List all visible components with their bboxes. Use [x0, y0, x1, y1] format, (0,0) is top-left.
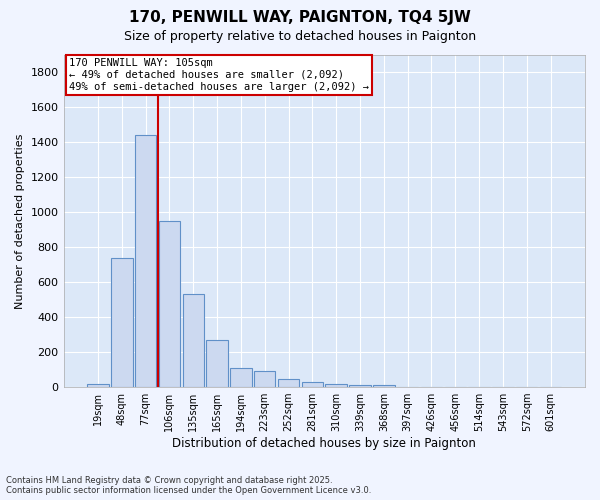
Bar — [373, 386, 395, 387]
Bar — [230, 368, 251, 387]
Bar — [278, 379, 299, 387]
Bar — [159, 221, 180, 387]
Text: Size of property relative to detached houses in Paignton: Size of property relative to detached ho… — [124, 30, 476, 43]
Text: 170 PENWILL WAY: 105sqm
← 49% of detached houses are smaller (2,092)
49% of semi: 170 PENWILL WAY: 105sqm ← 49% of detache… — [69, 58, 369, 92]
Bar — [302, 382, 323, 387]
Bar — [135, 136, 157, 387]
Text: Contains HM Land Registry data © Crown copyright and database right 2025.
Contai: Contains HM Land Registry data © Crown c… — [6, 476, 371, 495]
Bar — [206, 340, 228, 387]
Bar — [254, 372, 275, 387]
Y-axis label: Number of detached properties: Number of detached properties — [15, 134, 25, 308]
Bar — [325, 384, 347, 387]
Bar — [111, 258, 133, 387]
Bar — [349, 386, 371, 387]
X-axis label: Distribution of detached houses by size in Paignton: Distribution of detached houses by size … — [172, 437, 476, 450]
Bar — [182, 294, 204, 387]
Bar — [397, 386, 418, 387]
Bar — [87, 384, 109, 387]
Text: 170, PENWILL WAY, PAIGNTON, TQ4 5JW: 170, PENWILL WAY, PAIGNTON, TQ4 5JW — [129, 10, 471, 25]
